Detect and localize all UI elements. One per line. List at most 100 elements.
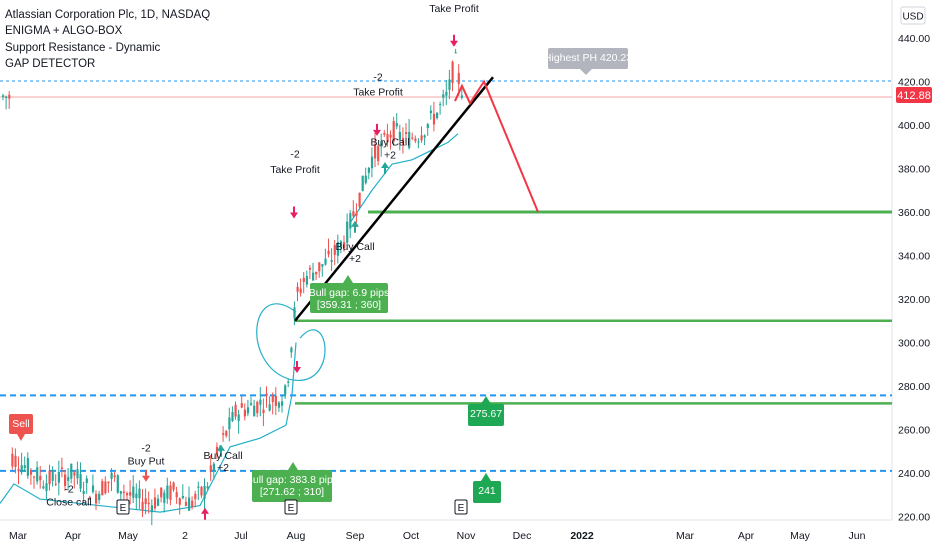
candle-body [51,472,54,481]
take-profit-label-2: Take Profit [353,87,403,99]
candle-body [246,407,250,414]
time-tick-label: May [118,530,139,542]
indicator-gap-detector[interactable]: GAP DETECTOR [5,57,96,70]
candle-body [14,455,17,467]
earnings-marker-letter: E [288,503,295,514]
gap-upper-callout-text: Bull gap: 6.9 pips [309,287,390,299]
price-tick-label: 360.00 [898,207,930,219]
candle-body [67,476,70,481]
candle-body [88,496,91,500]
candle-body [76,469,79,479]
indicator-support-resistance[interactable]: Support Resistance - Dynamic [5,41,161,54]
time-tick-label: Apr [65,530,82,542]
candle-body [119,491,122,494]
dynamic-band-line-upper [349,133,459,224]
buy-call-label-2: Buy Call [370,137,409,149]
candle-body [215,446,219,455]
take-profit-count-1: -2 [290,149,299,161]
sell-arrow-down [450,34,458,47]
candle-body [5,96,8,98]
price-axis[interactable]: USD 440.00 420.00 400.00 380.00 360.00 340.00… [896,6,932,524]
drawings-layer [294,76,539,322]
buy-arrow-up [351,220,359,233]
highest-ph-callout-text: Highest PH 420.23 [544,52,632,64]
time-tick-label: Oct [403,530,419,542]
candle-body [411,137,414,139]
candle-body [2,95,5,97]
candle-body [172,482,175,490]
candle-body [79,474,82,489]
symbol-title[interactable]: Atlassian Corporation Plc, 1D, NASDAQ [5,9,211,21]
candle-body [284,385,287,395]
support-241-callout: 241 [473,473,501,503]
time-tick-label: Mar [9,530,28,542]
candle-body [361,175,364,192]
candle-body [104,481,107,494]
candle-body [395,123,398,127]
sell-callout-text: Sell [12,418,30,430]
price-tick-label: 320.00 [898,294,930,306]
candle-body [299,288,302,294]
candle-body [138,488,141,499]
chart-legend: Atlassian Corporation Plc, 1D, NASDAQ EN… [5,7,210,72]
projection-path [454,79,539,213]
candle-body [200,486,203,496]
buy-call-count-3: +2 [217,462,229,474]
candle-body [405,132,408,135]
candle-body [448,79,451,90]
candle-body [414,138,417,142]
trend-line [294,76,494,322]
candle-body [163,492,166,503]
candle-body [122,491,126,493]
buy-put-count: -2 [141,442,150,454]
candle-body [206,486,209,488]
candle-body [212,463,215,471]
candles-layer [2,48,463,526]
price-tick-label: 420.00 [898,77,930,89]
time-tick-label: Aug [287,530,306,542]
indicator-enigma[interactable]: ENIGMA + ALGO-BOX [5,25,123,38]
earnings-marker[interactable] [116,499,130,515]
candle-body [107,481,110,483]
currency-box[interactable] [900,6,926,25]
candle-body [36,467,39,482]
earnings-marker[interactable] [284,499,298,515]
take-profit-count-2: -2 [373,71,382,83]
candle-body [95,493,98,504]
candle-body [333,245,336,255]
time-tick-label: Dec [513,530,532,542]
price-tick-label: 380.00 [898,164,930,176]
price-tick-label: 300.00 [898,338,930,350]
candle-body [268,404,271,411]
buy-put-label: Buy Put [128,455,165,467]
candle-body [82,490,85,494]
time-tick-label: Sep [346,530,365,542]
candle-body [290,347,293,353]
candle-body [442,94,445,98]
candle-body [417,141,420,143]
candle-body [315,271,318,275]
candle-body [274,396,277,406]
earnings-marker[interactable] [454,499,468,515]
time-axis[interactable]: Mar Apr May 2 Jul Aug Sep Oct Nov Dec 2022 Mar Apr Ma… [9,530,866,542]
candle-body [457,72,460,84]
last-price-label: 412.88 [897,90,931,102]
candle-body [113,475,116,478]
time-tick-label: Nov [457,530,476,542]
support-275-callout-text: 275.67 [470,408,502,420]
candle-body [243,409,246,417]
candle-body [20,465,23,473]
candle-body [147,502,150,505]
gap-upper-callout: Bull gap: 6.9 pips[359.31 ; 360] [309,275,390,313]
support-241-callout-text: 241 [478,485,496,497]
candle-body [343,242,346,249]
candle-body [39,475,42,481]
candle-body [312,272,315,281]
candle-body [426,124,429,129]
candle-body [29,470,33,475]
candle-body [157,498,160,506]
buy-call-label-1: Buy Call [335,241,374,253]
candle-body [101,481,104,496]
time-tick-label: May [790,530,811,542]
